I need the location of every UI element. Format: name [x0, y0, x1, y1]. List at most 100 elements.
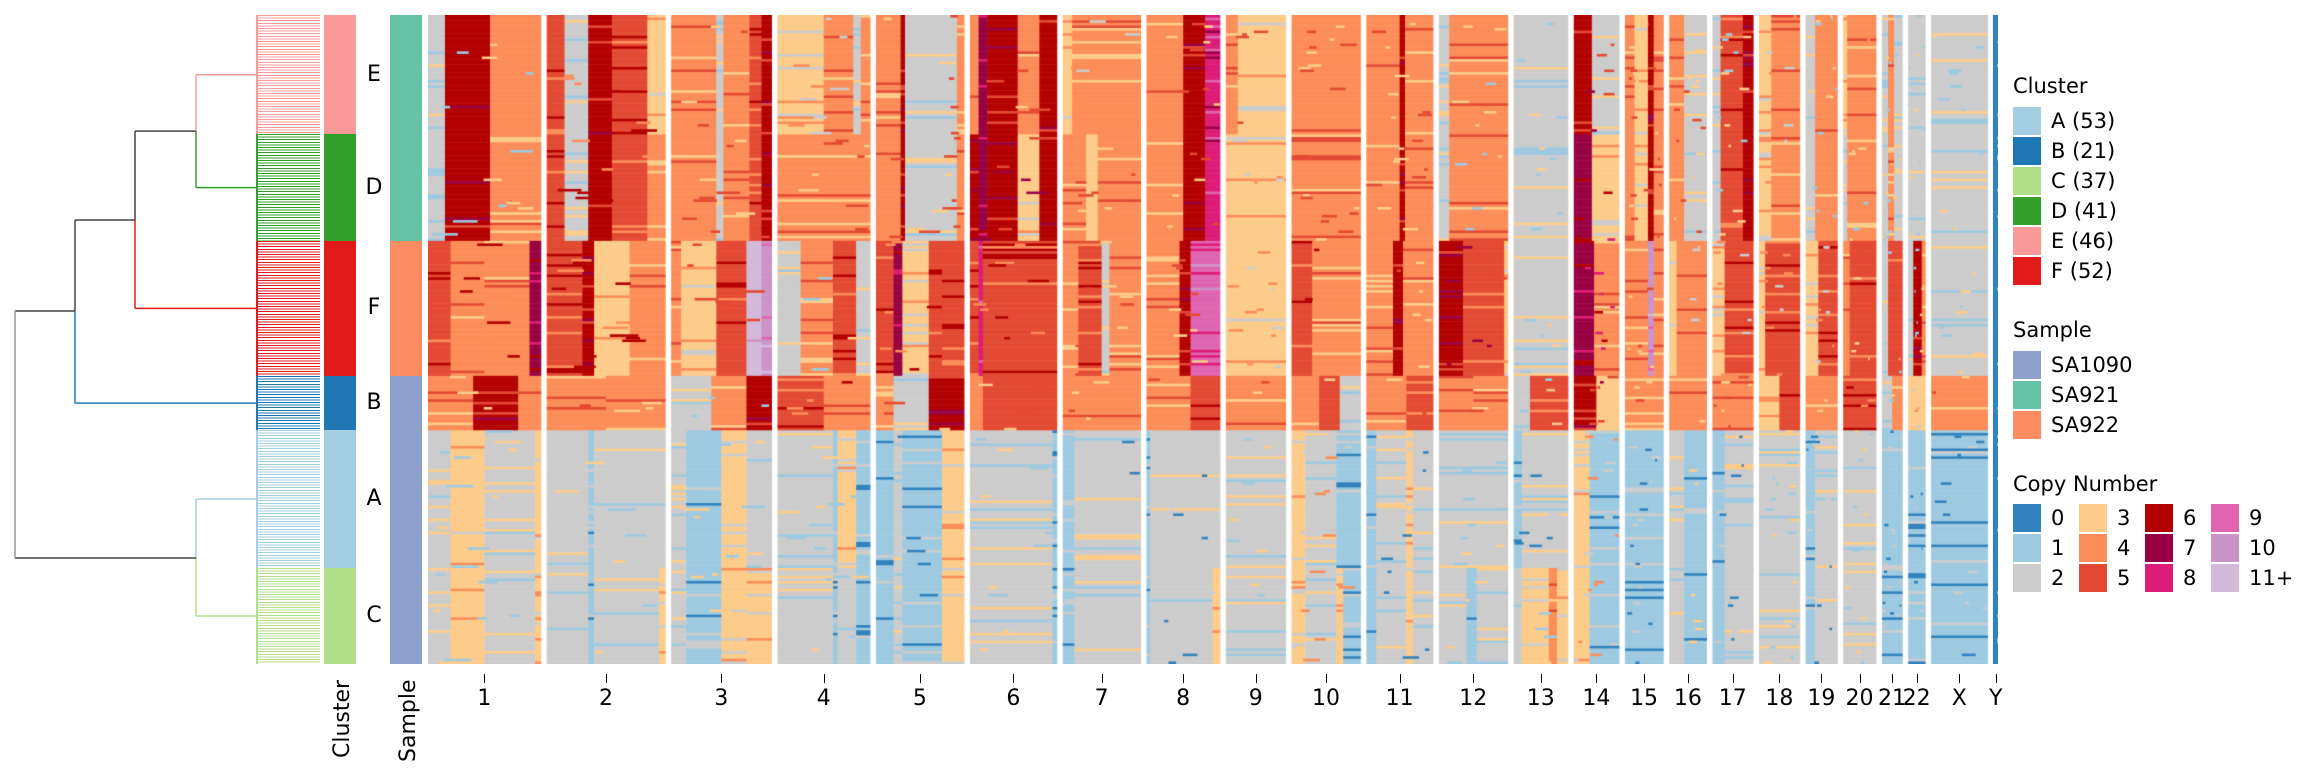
copy-number-legend-item: 5	[2079, 564, 2145, 592]
sample-annotation-track	[390, 15, 422, 664]
sample-legend-item: SA922	[2013, 410, 2133, 440]
copy-number-legend-item: 10	[2211, 534, 2277, 562]
chr-label-1: 1	[477, 686, 492, 711]
sample-swatch	[2013, 411, 2041, 439]
chr-label-4: 4	[816, 686, 831, 711]
chr-label-13: 13	[1526, 686, 1555, 711]
copy-number-swatch	[2211, 564, 2239, 592]
cluster-segment-D	[324, 134, 356, 241]
copy-number-legend-label: 4	[2117, 536, 2131, 560]
sample-legend-title: Sample	[2013, 318, 2092, 342]
cluster-legend-label: B (21)	[2051, 139, 2116, 163]
cluster-swatch	[2013, 197, 2041, 225]
cluster-legend-item: B (21)	[2013, 136, 2117, 166]
cluster-legend-label: F (52)	[2051, 259, 2113, 283]
chr-label-5: 5	[912, 686, 927, 711]
sample-segment-SA1090	[390, 430, 422, 568]
copy-number-swatch	[2013, 504, 2041, 532]
copy-number-legend-item: 8	[2145, 564, 2211, 592]
copy-number-swatch	[2145, 564, 2173, 592]
cluster-label-F: F	[367, 295, 381, 321]
sample-segment-SA1090	[390, 567, 422, 664]
copy-number-legend-label: 9	[2249, 506, 2263, 530]
chr-tick-2	[605, 674, 607, 683]
chr-tick-6	[1013, 674, 1015, 683]
cluster-legend-item: D (41)	[2013, 196, 2117, 226]
chr-tick-1	[484, 674, 486, 683]
copy-number-legend-title: Copy Number	[2013, 472, 2158, 496]
copy-number-legend-item: 3	[2079, 504, 2145, 532]
chr-label-3: 3	[714, 686, 729, 711]
chr-tick-9	[1255, 674, 1257, 683]
cluster-legend-item: E (46)	[2013, 226, 2117, 256]
chr-label-12: 12	[1459, 686, 1488, 711]
copy-number-legend-item: 6	[2145, 504, 2211, 532]
sample-legend-item: SA1090	[2013, 350, 2133, 380]
chr-tick-17	[1732, 674, 1734, 683]
sample-legend-label: SA922	[2051, 413, 2120, 437]
chr-tick-10	[1325, 674, 1327, 683]
cluster-track-label: Cluster	[330, 679, 355, 758]
chr-tick-Y	[1995, 674, 1997, 683]
leaf-lines-D	[256, 134, 320, 241]
cluster-legend: Cluster A (53) B (21) C (37) D (41) E (46) F …	[2013, 74, 2117, 286]
sample-track-label: Sample	[396, 679, 421, 763]
sample-legend-label: SA1090	[2051, 353, 2133, 377]
leaf-lines-F	[256, 240, 320, 376]
cluster-swatch	[2013, 137, 2041, 165]
copy-number-legend-label: 5	[2117, 566, 2131, 590]
cluster-segment-A	[324, 430, 356, 568]
chr-tick-20	[1859, 674, 1861, 683]
chr-tick-8	[1183, 674, 1185, 683]
copy-number-heatmap	[428, 15, 1998, 664]
copy-number-legend-label: 2	[2051, 566, 2065, 590]
cluster-legend-item: F (52)	[2013, 256, 2117, 286]
copy-number-legend-item: 7	[2145, 534, 2211, 562]
copy-number-legend: Copy Number 0 3 6 9 1 4 7 10 2 5 8 11+	[2013, 472, 2293, 592]
leaf-lines-C	[256, 567, 320, 664]
chr-tick-14	[1596, 674, 1598, 683]
sample-segment-SA1090	[390, 375, 422, 431]
copy-number-swatch	[2013, 534, 2041, 562]
chr-label-15: 15	[1630, 686, 1659, 711]
chr-tick-22	[1916, 674, 1918, 683]
chr-label-17: 17	[1718, 686, 1747, 711]
cluster-legend-label: A (53)	[2051, 109, 2116, 133]
copy-number-swatch	[2211, 504, 2239, 532]
chr-label-21: 21	[1878, 686, 1907, 711]
chr-tick-11	[1399, 674, 1401, 683]
copy-number-swatch	[2079, 504, 2107, 532]
chr-label-20: 20	[1845, 686, 1874, 711]
sample-legend-label: SA921	[2051, 383, 2120, 407]
chr-tick-4	[823, 674, 825, 683]
cluster-legend-label: C (37)	[2051, 169, 2116, 193]
chr-tick-X	[1959, 674, 1961, 683]
cluster-legend-item: A (53)	[2013, 106, 2117, 136]
copy-number-swatch	[2079, 534, 2107, 562]
copy-number-legend-item: 2	[2013, 564, 2079, 592]
chr-tick-19	[1821, 674, 1823, 683]
sample-segment-SA921	[390, 134, 422, 241]
cluster-label-D: D	[365, 174, 383, 200]
chr-tick-18	[1779, 674, 1781, 683]
leaf-lines-B	[256, 375, 320, 431]
sample-swatch	[2013, 351, 2041, 379]
cluster-segment-F	[324, 240, 356, 376]
cluster-legend-label: D (41)	[2051, 199, 2117, 223]
chr-label-Y: Y	[1989, 686, 2003, 711]
copy-number-legend-label: 11+	[2249, 566, 2294, 590]
chr-label-7: 7	[1094, 686, 1109, 711]
chr-label-19: 19	[1807, 686, 1836, 711]
chr-label-18: 18	[1765, 686, 1794, 711]
copy-number-swatch	[2145, 504, 2173, 532]
copy-number-legend-item: 4	[2079, 534, 2145, 562]
chr-tick-21	[1892, 674, 1894, 683]
leaf-lines-E	[256, 15, 320, 135]
cluster-label-B: B	[366, 390, 382, 416]
copy-number-legend-item: 11+	[2211, 564, 2293, 592]
chr-tick-13	[1540, 674, 1542, 683]
sample-segment-SA922	[390, 240, 422, 376]
chr-label-9: 9	[1248, 686, 1263, 711]
copy-number-swatch	[2013, 564, 2041, 592]
chr-label-16: 16	[1673, 686, 1702, 711]
